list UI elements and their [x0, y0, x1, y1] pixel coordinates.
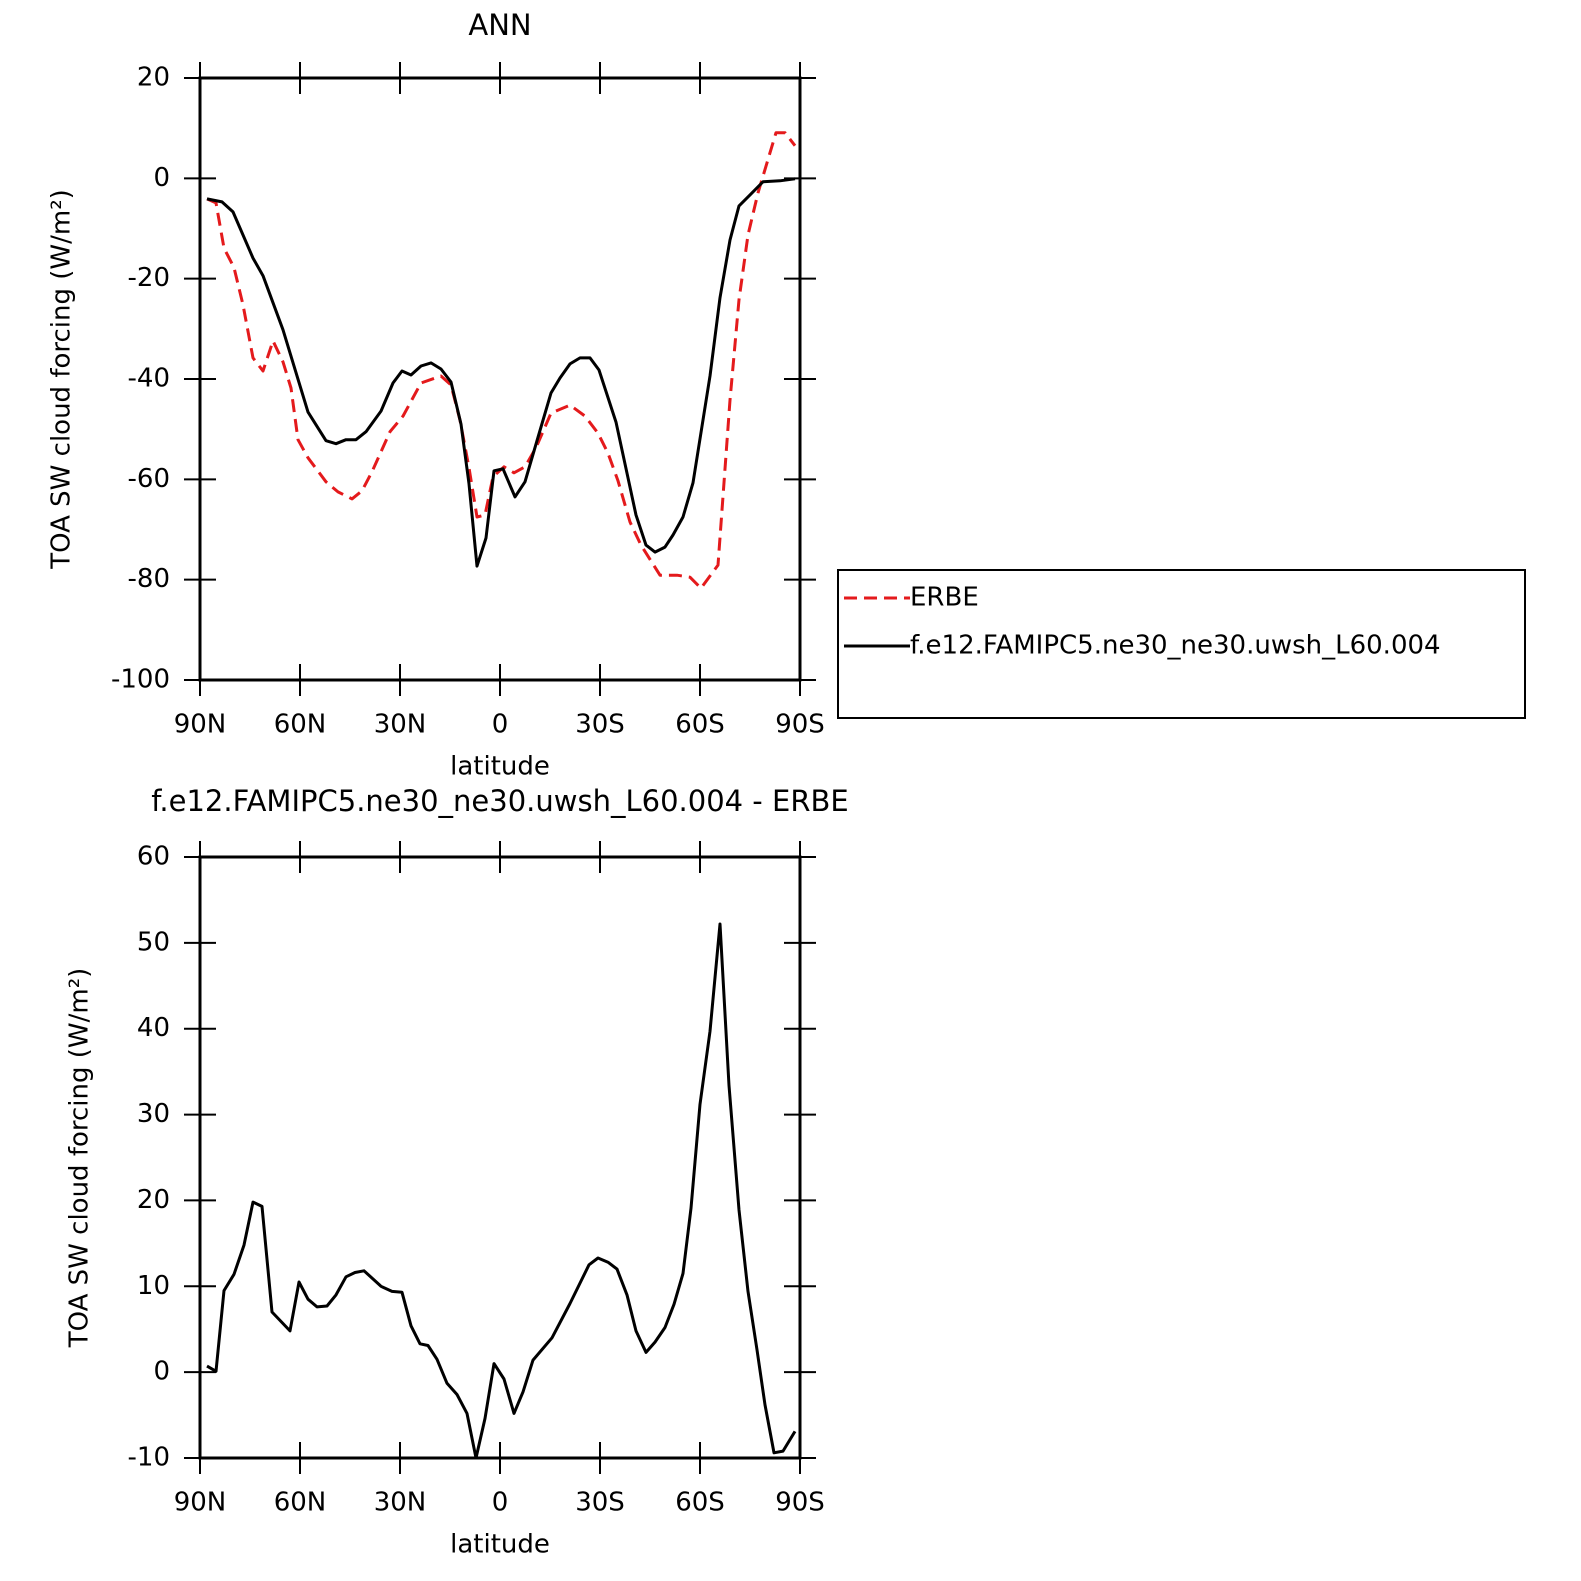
data-line — [206, 131, 797, 590]
legend-label: f.e12.FAMIPC5.ne30_ne30.uwsh_L60.004 — [910, 631, 1441, 661]
data-line — [206, 922, 797, 1460]
x-axis-label: latitude — [450, 1530, 550, 1560]
y-tick-label: 0 — [153, 163, 170, 193]
y-tick-label: 50 — [137, 927, 170, 957]
x-tick-label: 90N — [174, 1488, 227, 1518]
x-tick-label: 60N — [274, 710, 327, 740]
y-tick-label: 40 — [137, 1013, 170, 1043]
plot-frame — [198, 855, 802, 1460]
x-tick-label: 90N — [174, 710, 227, 740]
y-tick-label: 20 — [137, 63, 170, 93]
x-tick-label: 30S — [575, 1488, 625, 1518]
y-tick-label: -10 — [128, 1443, 170, 1473]
data-line — [206, 177, 796, 568]
y-tick-label: -100 — [111, 665, 170, 695]
y-tick-label: -60 — [128, 464, 170, 494]
legend-label: ERBE — [910, 583, 979, 613]
x-axis-label: latitude — [450, 752, 550, 782]
y-tick-label: -20 — [128, 263, 170, 293]
x-tick-label: 30N — [374, 710, 427, 740]
x-tick-label: 60N — [274, 1488, 327, 1518]
y-tick-label: -40 — [128, 364, 170, 394]
plot-frame — [198, 76, 802, 682]
x-tick-label: 60S — [675, 710, 725, 740]
legend-box — [837, 569, 1526, 719]
x-tick-label: 30N — [374, 1488, 427, 1518]
y-tick-label: 30 — [137, 1099, 170, 1129]
y-axis-label: TOA SW cloud forcing (W/m²) — [65, 968, 95, 1349]
x-tick-label: 90S — [775, 1488, 825, 1518]
chart-title: ANN — [468, 8, 531, 42]
y-tick-label: 20 — [137, 1185, 170, 1215]
x-tick-label: 0 — [492, 710, 509, 740]
x-tick-label: 0 — [492, 1488, 509, 1518]
chart-title: f.e12.FAMIPC5.ne30_ne30.uwsh_L60.004 - E… — [151, 784, 848, 818]
y-tick-label: 0 — [153, 1357, 170, 1387]
x-tick-label: 60S — [675, 1488, 725, 1518]
y-tick-label: -80 — [128, 564, 170, 594]
y-tick-label: 10 — [137, 1271, 170, 1301]
y-axis-label: TOA SW cloud forcing (W/m²) — [47, 189, 77, 570]
x-tick-label: 30S — [575, 710, 625, 740]
x-tick-label: 90S — [775, 710, 825, 740]
y-tick-label: 60 — [137, 842, 170, 872]
